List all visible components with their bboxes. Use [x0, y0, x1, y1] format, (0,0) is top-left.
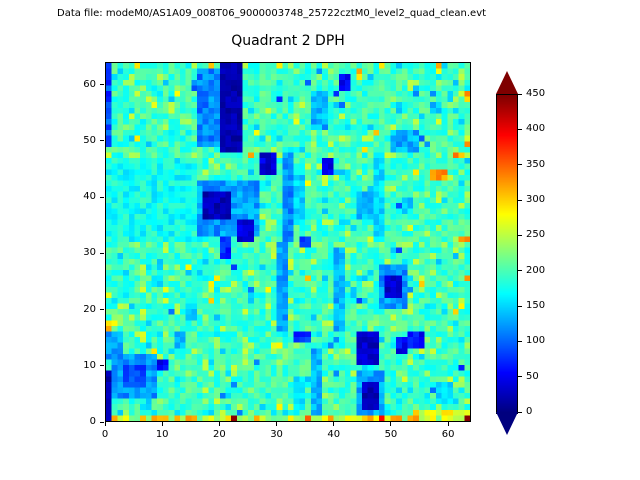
y-tick-mark — [100, 421, 104, 423]
x-axis-tick-label: 0 — [101, 429, 109, 440]
x-axis-tick-label: 60 — [441, 429, 455, 440]
data-file-label: Data file: modeM0/AS1A09_008T06_90000037… — [57, 8, 487, 19]
y-tick-mark — [100, 365, 104, 367]
chart-title: Quadrant 2 DPH — [231, 33, 345, 49]
colorbar-tick-mark — [518, 234, 522, 236]
colorbar-tick-label: 150 — [526, 300, 546, 311]
y-tick-mark — [100, 309, 104, 310]
y-axis-tick-label: 60 — [83, 78, 96, 90]
y-axis-tick-label: 0 — [89, 416, 96, 427]
colorbar-tick-label: 100 — [526, 335, 546, 347]
x-tick-mark — [276, 422, 278, 426]
y-axis-tick-label: 40 — [83, 191, 96, 202]
x-axis-tick-label: 40 — [327, 429, 341, 440]
colorbar-tick-label: 350 — [526, 158, 546, 170]
x-tick-mark — [218, 422, 220, 426]
colorbar-tick-mark — [518, 376, 522, 378]
y-tick-mark — [100, 196, 104, 198]
colorbar-tick-mark — [518, 199, 522, 201]
x-axis-tick-label: 20 — [213, 429, 226, 440]
colorbar-tick-mark — [518, 164, 522, 166]
colorbar-tick-mark — [518, 270, 522, 272]
colorbar-tick-mark — [518, 305, 522, 307]
x-tick-mark — [447, 422, 449, 426]
colorbar-tick-mark — [518, 411, 522, 413]
colorbar-under-arrow-icon — [496, 412, 518, 435]
y-axis-tick-label: 10 — [83, 359, 96, 371]
y-tick-mark — [100, 84, 104, 85]
colorbar-tick-label: 0 — [526, 406, 533, 417]
colorbar-tick-mark — [518, 340, 522, 342]
colorbar-tick-label: 400 — [526, 123, 546, 135]
colorbar-over-arrow-icon — [496, 71, 518, 94]
y-axis-tick-label: 50 — [83, 134, 96, 146]
x-tick-mark — [104, 422, 106, 426]
colorbar-tick-mark — [518, 93, 522, 95]
colorbar — [496, 94, 518, 414]
plot-area — [105, 62, 471, 422]
x-axis-tick-label: 30 — [270, 429, 283, 440]
x-tick-mark — [161, 422, 163, 426]
colorbar-tick-label: 250 — [526, 229, 546, 241]
x-tick-mark — [333, 422, 335, 426]
y-tick-mark — [100, 140, 104, 142]
y-axis-tick-label: 30 — [83, 247, 96, 259]
colorbar-gradient — [497, 95, 517, 413]
heatmap-canvas — [106, 63, 470, 421]
y-tick-mark — [100, 252, 104, 254]
x-axis-tick-label: 50 — [384, 429, 398, 440]
colorbar-tick-label: 50 — [526, 370, 539, 382]
y-axis-tick-label: 20 — [83, 303, 96, 315]
colorbar-tick-label: 450 — [526, 88, 546, 99]
x-axis-tick-label: 10 — [155, 429, 169, 440]
x-tick-mark — [390, 422, 392, 426]
colorbar-tick-label: 300 — [526, 194, 546, 205]
colorbar-tick-mark — [518, 128, 522, 130]
colorbar-tick-label: 200 — [526, 264, 546, 276]
